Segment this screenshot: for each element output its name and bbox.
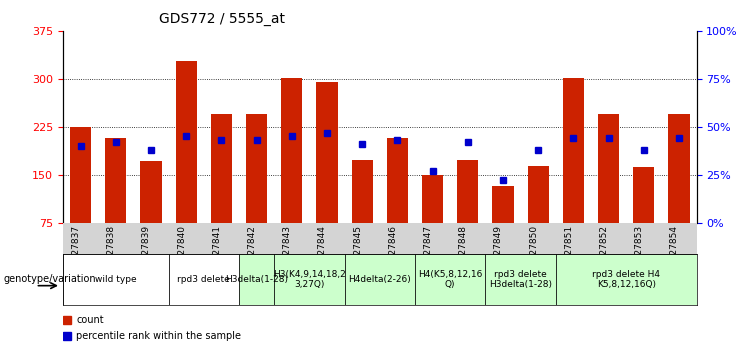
Bar: [598, 114, 619, 223]
Bar: [556, 254, 697, 305]
Text: GSM27838: GSM27838: [107, 225, 116, 274]
Bar: [351, 160, 373, 223]
Text: genotype/variation: genotype/variation: [4, 275, 96, 284]
Bar: [422, 175, 443, 223]
Text: rpd3 delete H4
K5,8,12,16Q): rpd3 delete H4 K5,8,12,16Q): [592, 270, 660, 289]
Text: GSM27841: GSM27841: [213, 225, 222, 274]
Text: GSM27849: GSM27849: [494, 225, 503, 274]
Bar: [176, 61, 197, 223]
Text: GSM27847: GSM27847: [424, 225, 433, 274]
Text: GSM27839: GSM27839: [142, 225, 151, 274]
Bar: [210, 114, 232, 223]
Bar: [415, 254, 485, 305]
Bar: [668, 114, 689, 223]
Text: H3delta(1-28): H3delta(1-28): [225, 275, 288, 284]
Text: GSM27853: GSM27853: [635, 225, 644, 274]
Bar: [528, 166, 548, 223]
Bar: [246, 114, 267, 223]
Bar: [281, 78, 302, 223]
Text: rpd3 delete: rpd3 delete: [177, 275, 230, 284]
Bar: [492, 186, 514, 223]
Bar: [274, 254, 345, 305]
Text: GSM27846: GSM27846: [388, 225, 397, 274]
Text: GSM27845: GSM27845: [353, 225, 362, 274]
Bar: [485, 254, 556, 305]
Text: GSM27843: GSM27843: [283, 225, 292, 274]
Bar: [70, 127, 91, 223]
Bar: [345, 254, 415, 305]
Text: wild type: wild type: [95, 275, 136, 284]
Text: GSM27851: GSM27851: [565, 225, 574, 274]
Text: GSM27837: GSM27837: [72, 225, 81, 274]
Text: GSM27854: GSM27854: [670, 225, 679, 274]
Text: H3(K4,9,14,18,2
3,27Q): H3(K4,9,14,18,2 3,27Q): [273, 270, 346, 289]
Text: GSM27840: GSM27840: [177, 225, 186, 274]
Bar: [105, 138, 126, 223]
Text: count: count: [76, 315, 104, 325]
Text: GSM27842: GSM27842: [247, 225, 256, 274]
Bar: [63, 254, 169, 305]
Text: GSM27844: GSM27844: [318, 225, 327, 274]
Bar: [168, 254, 239, 305]
Text: GSM27852: GSM27852: [599, 225, 608, 274]
Text: rpd3 delete
H3delta(1-28): rpd3 delete H3delta(1-28): [489, 270, 552, 289]
Bar: [141, 161, 162, 223]
Bar: [387, 138, 408, 223]
Bar: [316, 82, 337, 223]
Text: H4(K5,8,12,16
Q): H4(K5,8,12,16 Q): [418, 270, 482, 289]
Text: percentile rank within the sample: percentile rank within the sample: [76, 331, 242, 341]
Bar: [633, 167, 654, 223]
Text: H4delta(2-26): H4delta(2-26): [348, 275, 411, 284]
Bar: [457, 160, 478, 223]
Bar: [239, 254, 274, 305]
Text: GSM27848: GSM27848: [459, 225, 468, 274]
Text: GSM27850: GSM27850: [529, 225, 538, 274]
Bar: [562, 78, 584, 223]
Text: GDS772 / 5555_at: GDS772 / 5555_at: [159, 12, 285, 26]
